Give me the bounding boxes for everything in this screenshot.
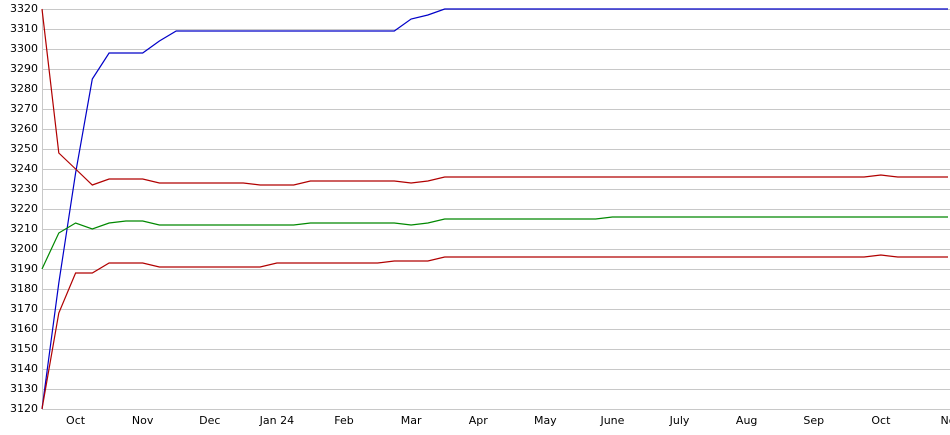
y-tick-label: 3240 xyxy=(10,162,38,175)
x-tick-label: June xyxy=(599,414,624,427)
y-tick-label: 3220 xyxy=(10,202,38,215)
x-tick-label: Mar xyxy=(401,414,422,427)
x-tick-label: May xyxy=(534,414,557,427)
x-tick-label: Dec xyxy=(199,414,220,427)
y-tick-label: 3140 xyxy=(10,362,38,375)
y-tick-label: 3280 xyxy=(10,82,38,95)
x-tick-label: Feb xyxy=(334,414,353,427)
x-tick-label: Nov xyxy=(132,414,154,427)
y-tick-label: 3120 xyxy=(10,402,38,415)
y-tick-label: 3230 xyxy=(10,182,38,195)
y-tick-label: 3290 xyxy=(10,62,38,75)
x-tick-label: Apr xyxy=(469,414,489,427)
y-tick-label: 3250 xyxy=(10,142,38,155)
series-line xyxy=(41,216,948,270)
x-tick-label: Oct xyxy=(871,414,891,427)
x-tick-label: Aug xyxy=(736,414,757,427)
y-tick-label: 3200 xyxy=(10,242,38,255)
y-tick-label: 3260 xyxy=(10,122,38,135)
x-tick-label: Sep xyxy=(803,414,824,427)
y-tick-label: 3190 xyxy=(10,262,38,275)
y-tick-label: 3210 xyxy=(10,222,38,235)
y-tick-label: 3150 xyxy=(10,342,38,355)
x-tick-label: No xyxy=(941,414,950,427)
y-tick-label: 3320 xyxy=(10,2,38,15)
y-tick-label: 3170 xyxy=(10,302,38,315)
x-tick-label: July xyxy=(669,414,690,427)
y-tick-label: 3130 xyxy=(10,382,38,395)
x-tick-label: Oct xyxy=(66,414,86,427)
y-tick-label: 3300 xyxy=(10,42,38,55)
y-tick-label: 3310 xyxy=(10,22,38,35)
series-line xyxy=(41,8,948,410)
x-tick-label: Jan 24 xyxy=(259,414,294,427)
y-tick-label: 3160 xyxy=(10,322,38,335)
series-line xyxy=(41,254,948,410)
series-line xyxy=(41,8,948,186)
y-tick-label: 3180 xyxy=(10,282,38,295)
y-tick-label: 3270 xyxy=(10,102,38,115)
